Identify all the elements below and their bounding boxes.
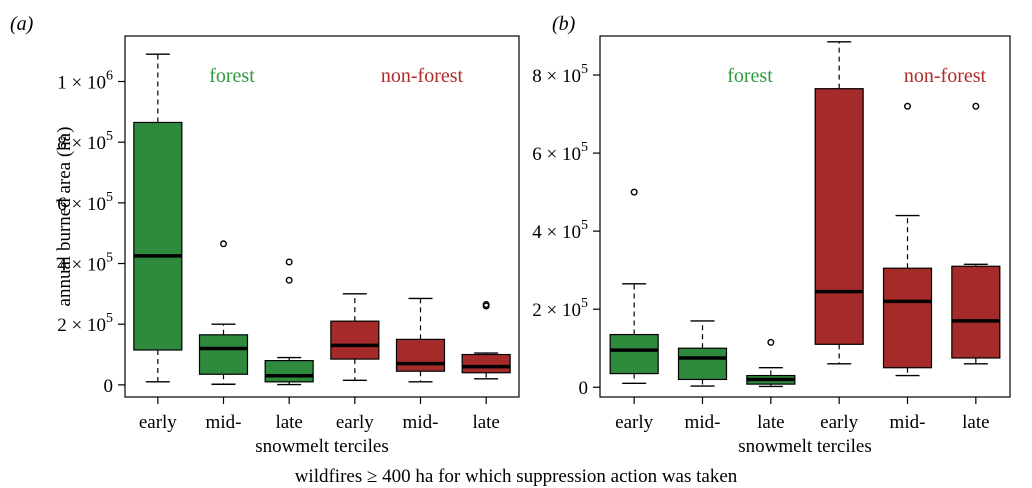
x-tick-label: early xyxy=(820,412,858,433)
y-tick-label: 6 × 105 xyxy=(532,140,588,165)
x-tick-label: late xyxy=(962,412,989,433)
outlier-point xyxy=(219,240,227,248)
x-tick-label: mid- xyxy=(890,412,926,433)
group-label-forest: forest xyxy=(727,65,773,87)
box-body xyxy=(198,334,249,375)
panel-label: (a) xyxy=(10,13,34,35)
x-tick-label: mid- xyxy=(403,412,439,433)
panel-a: (a) 0 2 × 105 4 × 105 6 × 105 8 × 105 1 × 106 a… xyxy=(10,13,520,457)
box-body xyxy=(461,353,511,374)
y-tick-label: 1 × 106 xyxy=(57,69,113,94)
x-tick-label: mid- xyxy=(685,412,721,433)
x-tick-label: early xyxy=(615,412,653,433)
box-2 xyxy=(198,240,249,385)
x-axis-title: snowmelt terciles xyxy=(255,436,389,457)
box-3 xyxy=(264,258,314,386)
figure-caption: wildfires ≥ 400 ha for which suppression… xyxy=(295,466,738,487)
outlier-point xyxy=(285,276,293,284)
outlier-point xyxy=(767,338,775,346)
box-4 xyxy=(330,293,380,382)
box-body xyxy=(951,265,1001,359)
y-tick-label: 2 × 105 xyxy=(532,296,588,321)
box-1 xyxy=(609,188,659,385)
group-label-non-forest: non-forest xyxy=(381,65,464,87)
box-1 xyxy=(133,53,183,383)
y-tick-label: 0 xyxy=(579,378,589,399)
y-tick-label: 0 xyxy=(104,376,114,397)
plot-frame xyxy=(599,35,1011,398)
box-body xyxy=(882,267,933,369)
box-body xyxy=(330,320,380,360)
y-tick-label: 8 × 105 xyxy=(532,62,588,87)
box-body xyxy=(609,333,659,375)
box-body xyxy=(264,359,314,383)
box-body xyxy=(133,121,183,351)
box-6 xyxy=(461,300,511,380)
y-tick-label: 8 × 105 xyxy=(57,129,113,154)
y-tick-label: 4 × 105 xyxy=(57,251,113,276)
y-tick-label: 2 × 105 xyxy=(57,311,113,336)
box-6 xyxy=(951,102,1001,365)
x-tick-label: mid- xyxy=(206,412,242,433)
outlier-point xyxy=(904,102,912,110)
box-2 xyxy=(677,320,728,387)
panel-label: (b) xyxy=(552,13,576,35)
box-4 xyxy=(814,41,864,365)
group-label-non-forest: non-forest xyxy=(904,65,987,87)
outlier-point xyxy=(630,188,638,196)
x-tick-label: late xyxy=(275,412,302,433)
x-tick-label: early xyxy=(336,412,374,433)
panel-b: (b) 0 2 × 105 4 × 105 6 × 105 8 × 105 forest no… xyxy=(532,13,1011,457)
box-3 xyxy=(746,338,796,388)
box-5 xyxy=(395,297,446,383)
group-label-forest: forest xyxy=(209,65,255,87)
outlier-point xyxy=(285,258,293,266)
y-axis-title: annual burned area (ha) xyxy=(54,127,75,307)
x-tick-label: late xyxy=(472,412,499,433)
box-body xyxy=(395,338,446,372)
y-tick-label: 4 × 105 xyxy=(532,218,588,243)
box-5 xyxy=(882,102,933,377)
box-body xyxy=(677,347,728,381)
plot-frame xyxy=(124,35,520,398)
x-tick-label: late xyxy=(757,412,784,433)
outlier-point xyxy=(482,300,490,308)
x-tick-label: early xyxy=(139,412,177,433)
x-axis-title: snowmelt terciles xyxy=(738,436,872,457)
box-body xyxy=(814,88,864,345)
outlier-point xyxy=(972,102,980,110)
y-tick-label: 6 × 105 xyxy=(57,190,113,215)
